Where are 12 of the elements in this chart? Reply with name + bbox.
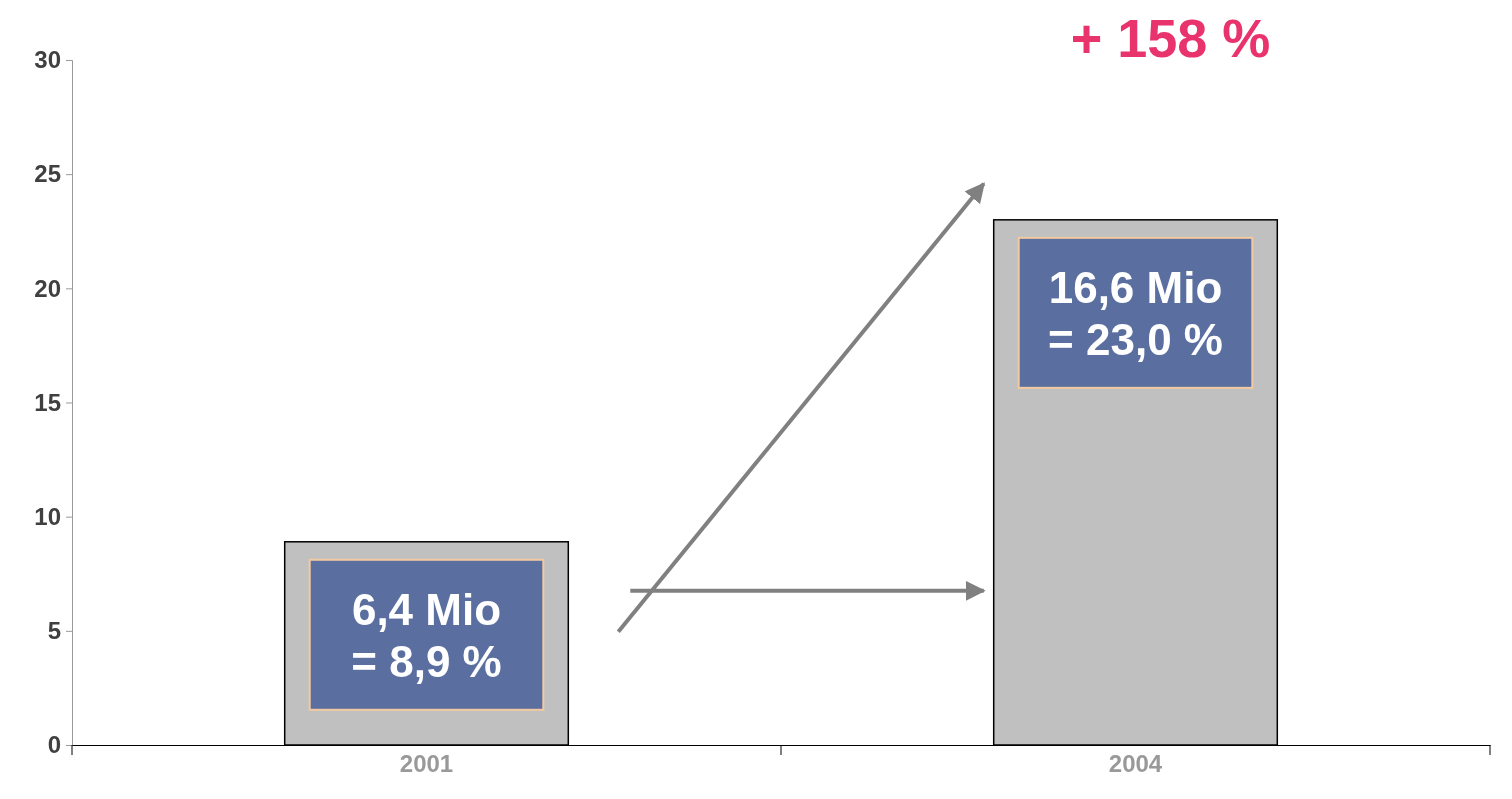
y-tick-label: 5 [47,617,61,645]
x-tick-label: 2001 [399,750,454,777]
data-label: 16,6 Mio = 23,0 % [1048,262,1223,364]
y-tick-label: 20 [34,274,61,302]
y-tick-label: 30 [34,46,61,74]
y-tick-label: 25 [34,160,61,188]
y-tick-label: 0 [47,731,61,759]
x-tick-label: 2004 [1108,750,1163,777]
y-tick-label: 10 [34,502,61,530]
data-label: 6,4 Mio = 8,9 % [351,584,502,686]
annotation: + 158 % [1070,8,1271,68]
y-tick-label: 15 [34,388,61,416]
